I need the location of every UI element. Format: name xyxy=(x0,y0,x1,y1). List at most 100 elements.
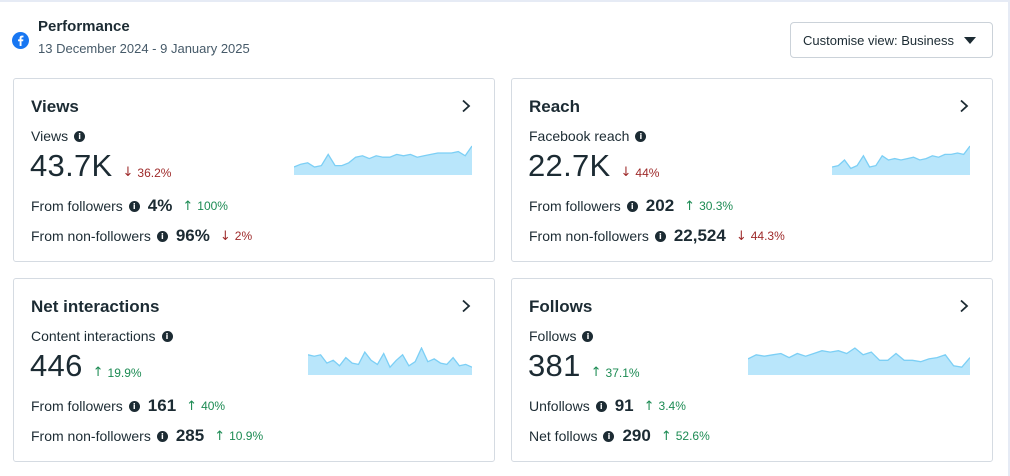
metric-value: 446 xyxy=(30,348,83,383)
metric-label: Views xyxy=(31,128,69,144)
sparkline-area xyxy=(308,348,472,375)
non-followers-row: From non-followers i 285 ↑ 10.9% xyxy=(31,426,263,446)
followers-row: From followers i 4% ↑ 100% xyxy=(31,196,228,216)
net-follows-row: Net follows i 290 ↑ 52.6% xyxy=(529,426,710,446)
metric-delta-value: 44% xyxy=(635,165,660,180)
metric-label-row: Facebook reach i xyxy=(529,128,647,144)
metric-delta: ↑ 37.1% xyxy=(591,365,640,380)
arrow-up-icon: ↑ xyxy=(182,198,194,214)
metric-label-row: Content interactions i xyxy=(31,328,173,344)
row-delta: ↑ 10.9% xyxy=(214,429,263,444)
sparkline-line xyxy=(294,145,472,168)
arrow-down-icon: ↓ xyxy=(620,165,632,180)
sparkline-chart xyxy=(748,347,970,375)
card-title: Follows xyxy=(529,297,593,316)
row-delta: ↑ 30.3% xyxy=(684,199,733,214)
arrow-up-icon: ↑ xyxy=(214,428,226,444)
followers-row: From followers i 161 ↑ 40% xyxy=(31,396,225,416)
row-delta-value: 10.9% xyxy=(229,429,264,443)
info-icon[interactable]: i xyxy=(635,130,647,142)
row-delta: ↑ 40% xyxy=(186,399,225,414)
row-label: From followers xyxy=(529,198,621,214)
views-card[interactable]: Views Views i 43.7K ↓ 36.2% From follower… xyxy=(13,78,495,262)
info-icon[interactable]: i xyxy=(74,130,86,142)
metric-summary: 381 ↑ 37.1% xyxy=(528,348,640,384)
metric-summary: 43.7K ↓ 36.2% xyxy=(30,148,171,184)
info-icon[interactable]: i xyxy=(161,330,173,342)
customise-view-dropdown[interactable]: Customise view: Business xyxy=(790,22,993,58)
info-icon[interactable]: i xyxy=(626,200,638,212)
chevron-right-icon[interactable] xyxy=(958,299,970,313)
sparkline-chart xyxy=(832,145,970,175)
info-icon[interactable]: i xyxy=(595,400,607,412)
row-delta: ↑ 100% xyxy=(182,199,228,214)
sparkline-area xyxy=(294,146,472,175)
customise-view-label: Customise view: Business xyxy=(803,32,954,48)
sparkline-area xyxy=(748,348,970,375)
metric-label: Content interactions xyxy=(31,328,156,344)
row-label: Unfollows xyxy=(529,398,590,414)
date-range: 13 December 2024 - 9 January 2025 xyxy=(38,41,250,56)
followers-row: From followers i 202 ↑ 30.3% xyxy=(529,196,733,216)
performance-header: Performance 13 December 2024 - 9 January… xyxy=(12,18,250,56)
sparkline-line xyxy=(748,347,970,368)
row-delta-value: 30.3% xyxy=(699,199,734,213)
info-icon[interactable]: i xyxy=(156,230,168,242)
arrow-up-icon: ↑ xyxy=(643,398,655,414)
metric-value: 381 xyxy=(528,348,581,383)
info-icon[interactable]: i xyxy=(582,330,594,342)
row-value: 285 xyxy=(175,426,205,445)
row-delta-value: 3.4% xyxy=(658,399,686,413)
row-value: 202 xyxy=(645,196,675,215)
row-value: 4% xyxy=(147,196,173,215)
row-delta-value: 2% xyxy=(234,229,253,243)
row-label: From non-followers xyxy=(529,228,649,244)
follows-card[interactable]: Follows Follows i 381 ↑ 37.1% Unfollows i… xyxy=(511,278,993,462)
metric-value: 22.7K xyxy=(528,148,611,183)
card-title: Reach xyxy=(529,97,581,116)
row-value: 290 xyxy=(622,426,651,445)
net-interactions-card[interactable]: Net interactions Content interactions i … xyxy=(13,278,495,462)
info-icon[interactable]: i xyxy=(128,400,140,412)
row-label: From non-followers xyxy=(31,228,151,244)
row-label: From non-followers xyxy=(31,428,151,444)
page-title: Performance xyxy=(38,18,130,35)
arrow-up-icon: ↑ xyxy=(92,365,104,380)
metric-value: 43.7K xyxy=(30,148,113,183)
arrow-down-icon: ↓ xyxy=(735,228,747,244)
row-delta: ↓ 2% xyxy=(220,229,252,244)
arrow-up-icon: ↑ xyxy=(186,398,198,414)
arrow-down-icon: ↓ xyxy=(219,228,231,244)
row-delta: ↑ 52.6% xyxy=(661,429,710,444)
row-delta-value: 40% xyxy=(201,399,226,413)
row-label: Net follows xyxy=(529,428,598,444)
row-value: 161 xyxy=(147,396,177,415)
sparkline-chart xyxy=(294,145,472,175)
chevron-right-icon[interactable] xyxy=(460,99,472,113)
unfollows-row: Unfollows i 91 ↑ 3.4% xyxy=(529,396,686,416)
reach-card[interactable]: Reach Facebook reach i 22.7K ↓ 44% From f… xyxy=(511,78,993,262)
non-followers-row: From non-followers i 22,524 ↓ 44.3% xyxy=(529,226,785,246)
metric-delta: ↑ 19.9% xyxy=(93,365,142,380)
metric-delta: ↓ 44% xyxy=(621,165,660,180)
chevron-right-icon[interactable] xyxy=(460,299,472,313)
info-icon[interactable]: i xyxy=(654,230,666,242)
info-icon[interactable]: i xyxy=(603,430,615,442)
metric-summary: 446 ↑ 19.9% xyxy=(30,348,142,384)
metric-label-row: Views i xyxy=(31,128,86,144)
chevron-right-icon[interactable] xyxy=(958,99,970,113)
row-value: 91 xyxy=(614,396,634,415)
metric-label: Follows xyxy=(529,328,577,344)
row-delta: ↑ 3.4% xyxy=(644,399,686,414)
info-icon[interactable]: i xyxy=(128,200,140,212)
row-value: 96% xyxy=(175,226,210,245)
arrow-down-icon: ↓ xyxy=(122,165,134,180)
row-delta-value: 100% xyxy=(197,199,228,213)
arrow-up-icon: ↑ xyxy=(684,198,696,214)
row-delta: ↓ 44.3% xyxy=(736,229,785,244)
row-value: 22,524 xyxy=(673,226,726,245)
info-icon[interactable]: i xyxy=(156,430,168,442)
facebook-icon xyxy=(12,32,29,49)
arrow-up-icon: ↑ xyxy=(660,428,672,444)
